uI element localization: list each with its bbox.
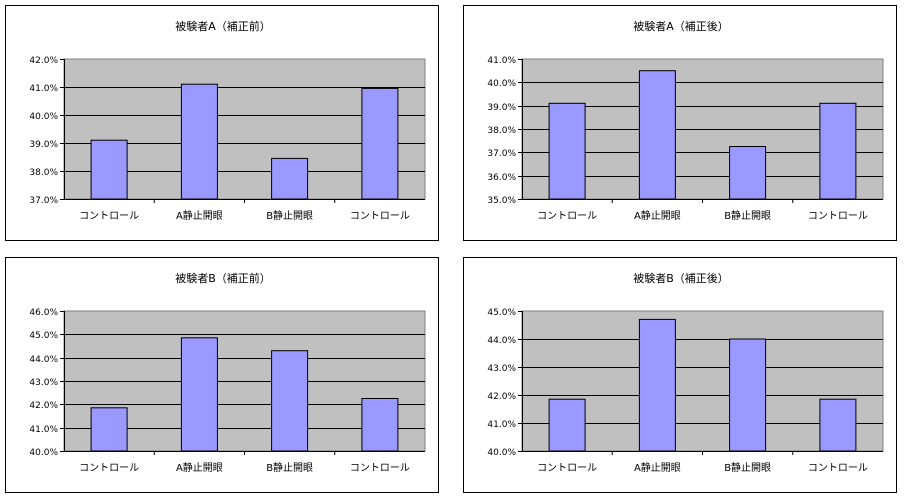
bar <box>90 407 128 452</box>
y-tick-label: 44.0% <box>487 336 516 346</box>
bar <box>729 338 767 452</box>
x-tick-label: コントロール <box>79 211 139 222</box>
chart-panel-b-before: 被験者B（補正前） 40.0% 41.0% 42.0% 43.0% 44.0% 45.0% 4… <box>5 257 439 493</box>
chart-svg-b-after: 被験者B（補正後） 40.0% 41.0% 42.0% 43.0% 44.0% 45.0% コ… <box>487 271 884 474</box>
y-tick-label: 41.0% <box>29 425 58 435</box>
bar <box>90 139 128 200</box>
chart-panel-a-after: 被験者A（補正後） 35.0% 36.0% 37.0% 38.0% 39.0% 40.0% 4… <box>463 5 897 241</box>
y-tick-label: 40.0% <box>487 448 516 458</box>
bar <box>548 102 586 200</box>
bar <box>638 318 676 452</box>
y-tick-label: 40.0% <box>29 112 58 122</box>
y-tick-label: 39.0% <box>487 103 516 113</box>
x-tick-label: A静止開眼 <box>176 461 223 474</box>
bar <box>819 102 857 200</box>
y-tick-label: 45.0% <box>29 331 58 341</box>
chart-svg-b-before: 被験者B（補正前） 40.0% 41.0% 42.0% 43.0% 44.0% 45.0% 4… <box>29 271 426 474</box>
chart-panel-a-before: 被験者A（補正前） 37.0% 38.0% 39.0% 40.0% 41.0% 42.0% コ… <box>5 5 439 241</box>
chart-svg-a-after: 被験者A（補正後） 35.0% 36.0% 37.0% 38.0% 39.0% 40.0% 4… <box>487 19 884 222</box>
x-tick-label: コントロール <box>537 211 597 222</box>
y-tick-label: 42.0% <box>29 56 58 66</box>
x-tick-label: A静止開眼 <box>634 461 681 474</box>
y-tick-label: 35.0% <box>487 196 516 206</box>
bar <box>271 157 309 200</box>
y-tick-label: 44.0% <box>29 355 58 365</box>
y-tick-label: 37.0% <box>487 149 516 159</box>
bar <box>548 398 586 452</box>
bar <box>361 398 399 452</box>
bar <box>729 146 767 200</box>
y-tick-label: 46.0% <box>29 308 58 318</box>
chart-title: 被験者A（補正前） <box>175 19 271 33</box>
x-tick-label: コントロール <box>537 463 597 474</box>
x-tick-label: B静止開眼 <box>724 209 771 222</box>
x-tick-label: コントロール <box>350 211 410 222</box>
bar <box>180 83 218 200</box>
y-tick-label: 43.0% <box>29 378 58 388</box>
x-tick-label: コントロール <box>350 463 410 474</box>
x-tick-label: コントロール <box>79 463 139 474</box>
x-tick-label: コントロール <box>808 211 868 222</box>
y-tick-label: 42.0% <box>487 392 516 402</box>
x-tick-label: A静止開眼 <box>176 209 223 222</box>
bar <box>271 350 309 452</box>
y-tick-label: 40.0% <box>29 448 58 458</box>
y-tick-label: 41.0% <box>29 84 58 94</box>
chart-title: 被験者B（補正後） <box>633 271 729 285</box>
y-tick-label: 37.0% <box>29 196 58 206</box>
y-tick-label: 38.0% <box>29 168 58 178</box>
bar <box>180 337 218 452</box>
y-tick-label: 38.0% <box>487 126 516 136</box>
y-tick-label: 40.0% <box>487 79 516 89</box>
x-tick-label: A静止開眼 <box>634 209 681 222</box>
chart-title: 被験者A（補正後） <box>633 19 729 33</box>
y-tick-label: 45.0% <box>487 308 516 318</box>
y-tick-label: 36.0% <box>487 173 516 183</box>
y-tick-label: 39.0% <box>29 140 58 150</box>
x-tick-label: B静止開眼 <box>724 461 771 474</box>
bar <box>361 87 399 200</box>
y-tick-label: 43.0% <box>487 364 516 374</box>
y-tick-label: 42.0% <box>29 401 58 411</box>
x-tick-label: コントロール <box>808 463 868 474</box>
x-tick-label: B静止開眼 <box>266 461 313 474</box>
x-tick-label: B静止開眼 <box>266 209 313 222</box>
y-tick-label: 41.0% <box>487 420 516 430</box>
y-tick-label: 41.0% <box>487 56 516 66</box>
bar <box>638 70 676 200</box>
chart-title: 被験者B（補正前） <box>175 271 271 285</box>
bar <box>819 398 857 452</box>
chart-svg-a-before: 被験者A（補正前） 37.0% 38.0% 39.0% 40.0% 41.0% 42.0% コ… <box>29 19 426 222</box>
chart-panel-b-after: 被験者B（補正後） 40.0% 41.0% 42.0% 43.0% 44.0% 45.0% コ… <box>463 257 897 493</box>
